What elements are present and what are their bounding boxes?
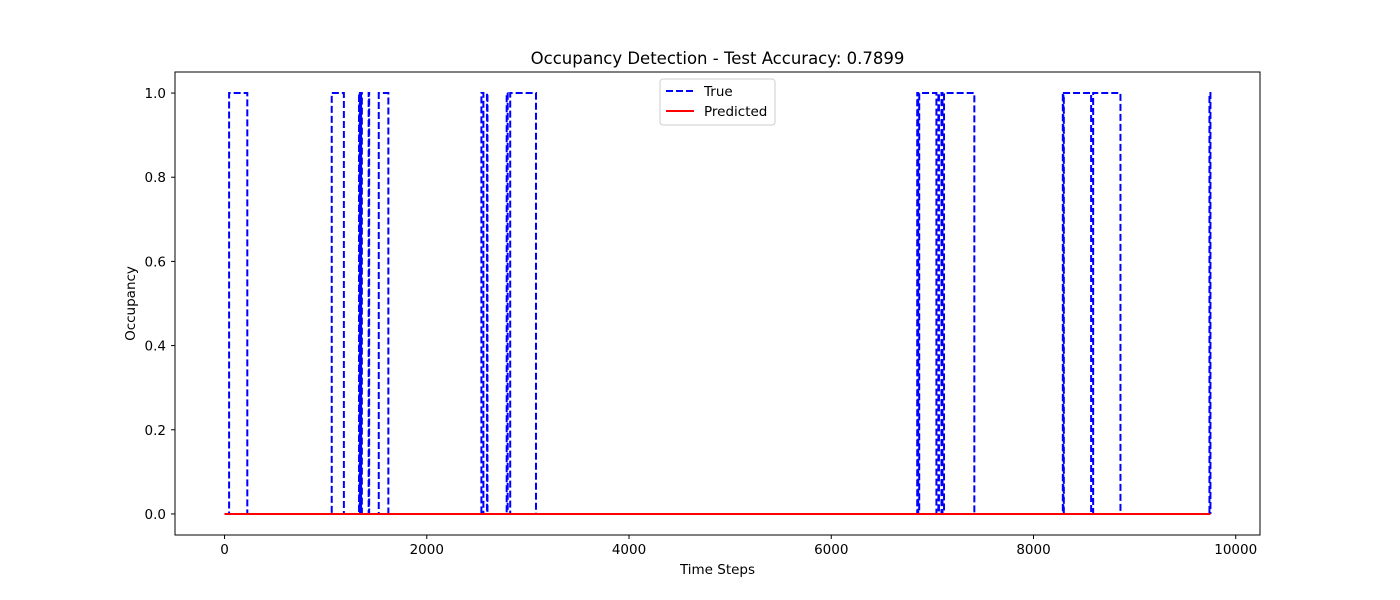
y-axis-label: Occupancy xyxy=(123,266,139,341)
x-tick-label: 4000 xyxy=(612,542,646,558)
y-tick-label: 0.8 xyxy=(145,170,166,186)
legend: True Predicted xyxy=(659,78,776,126)
legend-true-label: True xyxy=(703,84,733,100)
legend-predicted-label: Predicted xyxy=(704,104,767,120)
y-tick-label: 0.6 xyxy=(145,254,166,270)
x-tick-label: 6000 xyxy=(814,542,848,558)
y-tick-label: 0.4 xyxy=(145,339,166,355)
x-tick-label: 0 xyxy=(220,542,229,558)
x-axis-ticks: 0 2000 4000 6000 8000 10000 xyxy=(220,535,1257,558)
chart-title: Occupancy Detection - Test Accuracy: 0.7… xyxy=(531,49,905,68)
axes-frame xyxy=(174,71,1261,536)
x-axis-label: Time Steps xyxy=(679,562,755,578)
y-tick-label: 1.0 xyxy=(145,86,166,102)
y-axis-ticks: 0.0 0.2 0.4 0.6 0.8 1.0 xyxy=(145,86,175,523)
y-tick-label: 0.0 xyxy=(145,507,166,523)
x-tick-label: 2000 xyxy=(410,542,444,558)
x-tick-label: 8000 xyxy=(1016,542,1050,558)
y-tick-label: 0.2 xyxy=(145,423,166,439)
plot-area xyxy=(224,92,1212,515)
x-tick-label: 10000 xyxy=(1214,542,1257,558)
